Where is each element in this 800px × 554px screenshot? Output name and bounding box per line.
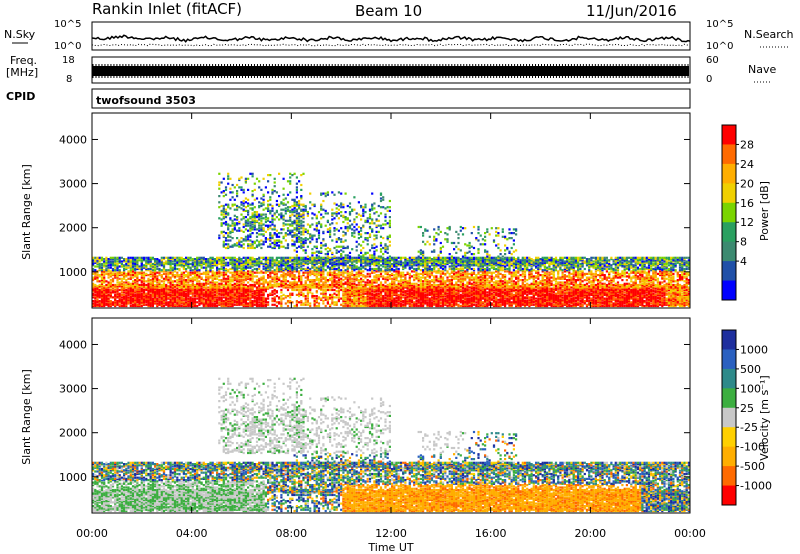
ytick-label: 1000 [59,471,87,484]
colorbar-tick: 500 [740,363,761,376]
colorbar-swatch [722,407,736,428]
colorbar-tick: -25 [740,421,758,434]
nsearch-tick-top: 10^5 [706,19,733,30]
colorbar-tick: 4 [740,255,747,268]
xtick-label: 04:00 [176,527,208,540]
nsky-trace [91,34,691,43]
colorbar-tick: 100 [740,382,761,395]
nave-label: Nave [748,63,776,76]
freq-unit: [MHz] [6,66,38,79]
ytick-label: 1000 [59,266,87,279]
ytick-label: 4000 [59,338,87,351]
nave-tick-top: 60 [706,55,719,66]
beam-label: Beam 10 [355,2,422,20]
colorbar-swatch [722,446,736,467]
ytick-label: 3000 [59,383,87,396]
nsky-strip: N.Sky 10^5 10^0 10^5 10^0 N.Search [4,19,794,52]
colorbar-swatch [722,330,736,350]
colorbar-tick: 16 [740,197,754,210]
velocity-colorbar-label: Velocity [m s⁻¹] [758,375,771,460]
ytick-label: 3000 [59,178,87,191]
nsky-tick-top: 10^5 [54,19,81,30]
colorbar-swatch [722,466,736,487]
nsearch-label: N.Search [744,28,794,41]
nsearch-tick-bottom: 10^0 [706,41,733,52]
colorbar-swatch [722,202,736,223]
nsky-label: N.Sky [4,28,36,41]
xtick-label: 20:00 [574,527,606,540]
colorbar-swatch [722,183,736,204]
colorbar-tick: -1000 [740,480,772,493]
ytick-label: 4000 [59,133,87,146]
colorbar-swatch [722,241,736,262]
colorbar-swatch [722,261,736,282]
colorbar-swatch [722,280,736,301]
colorbar-tick: 12 [740,216,754,229]
velocity-colorbar: 1000 500 100 25 -25 -100 -500 -1000 [721,329,772,506]
freq-tick-top: 18 [62,55,75,66]
power-panel: 1000 2000 3000 4000 Slant Range [km] 28 24 20… [20,112,771,309]
colorbar-swatch [722,222,736,243]
power-ylabel: Slant Range [km] [20,164,33,260]
xtick-label: 16:00 [475,527,507,540]
colorbar-swatch [722,388,736,409]
freq-tick-bottom: 8 [66,74,72,85]
power-colorbar-label: Power [dB] [758,181,771,241]
nsky-tick-bottom: 10^0 [54,41,81,52]
nsearch-trace [91,43,691,47]
power-heatmap-cells [92,172,690,308]
freq-band [93,66,689,76]
cpid-label: CPID [6,90,35,103]
colorbar-swatch [722,144,736,165]
freq-strip: Freq. [MHz] 18 8 60 0 Nave [6,54,776,85]
colorbar-tick: -500 [740,460,765,473]
station-title: Rankin Inlet (fitACF) [92,0,242,18]
ytick-label: 2000 [59,427,87,440]
colorbar-tick: -100 [740,441,765,454]
colorbar-tick: 25 [740,402,754,415]
nave-tick-bottom: 0 [706,74,712,85]
colorbar-swatch [722,427,736,448]
colorbar-tick: 28 [740,138,754,151]
colorbar-tick: 24 [740,158,754,171]
velocity-ylabel: Slant Range [km] [20,369,33,465]
date-label: 11/Jun/2016 [586,2,677,20]
xtick-label: 00:00 [674,527,706,540]
colorbar-swatch [722,125,736,145]
colorbar-swatch [722,349,736,370]
colorbar-swatch [722,163,736,184]
power-colorbar: 28 24 20 16 12 8 4 [721,124,754,301]
xtick-label: 08:00 [275,527,307,540]
cpid-strip: CPID twofsound 3503 [6,88,691,109]
xtick-label: 12:00 [375,527,407,540]
cpid-value: twofsound 3503 [96,94,196,107]
velocity-heatmap-cells [92,377,690,513]
colorbar-tick: 1000 [740,343,768,356]
xtick-label: 00:00 [76,527,108,540]
freq-label: Freq. [10,54,37,67]
colorbar-tick: 8 [740,236,747,249]
velocity-panel: 1000 2000 3000 4000 00:00 04:00 08:00 12:00 16:… [20,113,772,554]
colorbar-swatch [722,485,736,506]
colorbar-swatch [722,368,736,389]
ytick-label: 2000 [59,222,87,235]
x-axis-label: Time UT [367,541,413,554]
colorbar-tick: 20 [740,177,754,190]
